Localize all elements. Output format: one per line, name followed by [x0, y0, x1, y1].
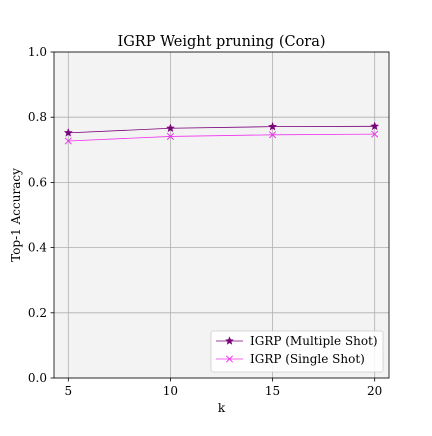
legend: IGRP (Multiple Shot) IGRP (Single Shot): [210, 330, 384, 373]
plot-frame: [53, 51, 390, 379]
x-tick-label: 10: [163, 384, 178, 398]
y-tick-label: 0.6: [28, 175, 47, 189]
data-point-1-0: [64, 137, 72, 145]
legend-box: [210, 330, 384, 373]
tick-layer: 5 10 15 20 0.0 0.2 0.4 0.6 0.8 1.0: [28, 45, 382, 398]
x-tick-label: 15: [265, 384, 280, 398]
x-tick-label: 5: [64, 384, 72, 398]
data-point-1-1-stroke-b: [166, 132, 174, 140]
data-point-1-0-stroke-b: [64, 137, 72, 145]
y-tick-label: 0.4: [28, 241, 47, 255]
data-point-0-2: [268, 121, 278, 131]
data-point-0-3: [370, 121, 380, 131]
series-line-1: [68, 133, 375, 142]
legend-marker-multiple-shot: [224, 336, 235, 345]
data-point-1-3-stroke-b: [371, 130, 379, 138]
legend-marker-single-shot: [225, 355, 234, 363]
data-point-1-3: [371, 130, 379, 138]
x-axis-title: k: [218, 401, 226, 415]
y-axis-title: Top-1 Accuracy: [9, 168, 23, 262]
chart-title: IGRP Weight pruning (Cora): [117, 34, 325, 50]
x-tick-label: 20: [367, 384, 382, 398]
y-tick-label: 0.0: [28, 371, 47, 385]
legend-marker-x-icon-stroke-b: [225, 355, 234, 363]
data-point-0-1: [165, 123, 175, 133]
y-tick-label: 1.0: [28, 45, 47, 59]
y-tick-label: 0.8: [28, 110, 47, 124]
legend-marker-star-icon: [224, 336, 235, 345]
legend-label-multiple-shot: IGRP (Multiple Shot): [250, 334, 378, 348]
legend-marker-x-icon: [225, 355, 234, 363]
data-point-1-1: [166, 132, 174, 140]
data-point-1-2-stroke-b: [269, 131, 277, 139]
data-point-1-2: [269, 131, 277, 139]
series-layer: [63, 121, 380, 145]
series-line-0: [68, 125, 375, 134]
plot-background: [54, 52, 389, 378]
legend-label-single-shot: IGRP (Single Shot): [250, 352, 365, 366]
data-point-0-0: [63, 128, 73, 137]
y-tick-label: 0.2: [28, 306, 47, 320]
